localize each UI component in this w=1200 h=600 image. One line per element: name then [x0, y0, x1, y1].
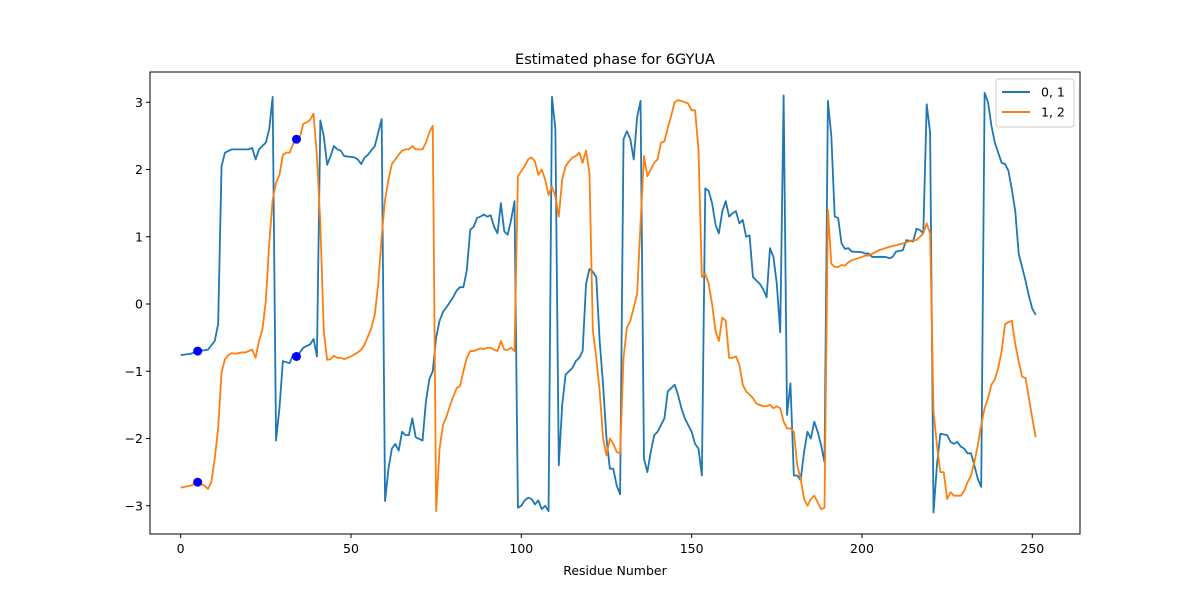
x-axis-label: Residue Number — [563, 563, 667, 578]
legend: 0, 1 1, 2 — [995, 78, 1075, 128]
chart-title: Estimated phase for 6GYUA — [515, 52, 715, 68]
y-tick-label: 2 — [135, 162, 143, 177]
x-tick-label: 0 — [177, 541, 185, 556]
x-tick-label: 100 — [509, 541, 533, 556]
legend-label-series-0: 0, 1 — [1041, 85, 1065, 100]
plot-markers — [193, 134, 301, 487]
x-tick-label: 50 — [343, 541, 359, 556]
y-tick-label: −2 — [125, 431, 143, 446]
series-line-1 — [180, 99, 1037, 513]
y-axis-ticks: −3 −2 −1 0 1 2 3 — [125, 95, 150, 513]
marker-point-0 — [193, 346, 203, 356]
marker-point-2 — [193, 477, 203, 487]
y-tick-label: 3 — [135, 95, 143, 110]
y-tick-label: −3 — [125, 498, 143, 513]
y-tick-label: 0 — [135, 297, 143, 312]
marker-point-1 — [291, 351, 301, 361]
legend-label-series-1: 1, 2 — [1041, 105, 1065, 120]
marker-point-3 — [291, 134, 301, 144]
x-tick-label: 200 — [850, 541, 874, 556]
plot-frame — [149, 71, 1081, 535]
plot-series — [180, 91, 1037, 514]
y-tick-label: 1 — [135, 229, 143, 244]
series-line-0 — [180, 91, 1037, 514]
x-tick-label: 250 — [1020, 541, 1044, 556]
y-tick-label: −1 — [125, 364, 143, 379]
x-tick-label: 150 — [680, 541, 704, 556]
x-axis-ticks: 0 50 100 150 200 250 — [177, 534, 1044, 556]
